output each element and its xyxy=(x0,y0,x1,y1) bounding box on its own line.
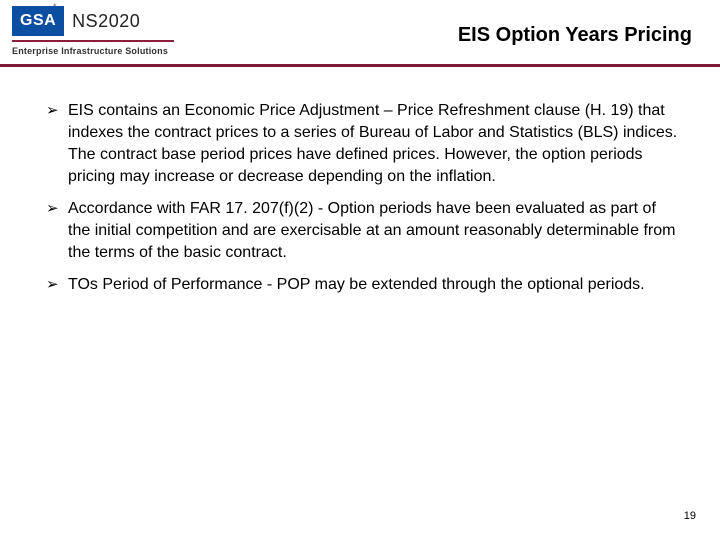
header-rule xyxy=(0,64,720,67)
bullet-arrow-icon: ➢ xyxy=(46,198,68,264)
slide: ★ GSA NS2020 Enterprise Infrastructure S… xyxy=(0,0,720,540)
list-item: ➢ EIS contains an Economic Price Adjustm… xyxy=(46,100,680,188)
content-area: ➢ EIS contains an Economic Price Adjustm… xyxy=(46,100,680,306)
bullet-arrow-icon: ➢ xyxy=(46,274,68,296)
bullet-arrow-icon: ➢ xyxy=(46,100,68,188)
bullet-text: EIS contains an Economic Price Adjustmen… xyxy=(68,100,680,188)
logo-block: GSA NS2020 xyxy=(12,6,140,36)
page-title: EIS Option Years Pricing xyxy=(458,24,692,47)
bullet-text: Accordance with FAR 17. 207(f)(2) - Opti… xyxy=(68,198,680,264)
list-item: ➢ TOs Period of Performance - POP may be… xyxy=(46,274,680,296)
bullet-text: TOs Period of Performance - POP may be e… xyxy=(68,274,645,296)
logo-divider xyxy=(12,40,174,42)
header: GSA NS2020 Enterprise Infrastructure Sol… xyxy=(0,0,720,64)
header-subtitle: Enterprise Infrastructure Solutions xyxy=(12,46,168,56)
brand-text: NS2020 xyxy=(72,11,140,32)
list-item: ➢ Accordance with FAR 17. 207(f)(2) - Op… xyxy=(46,198,680,264)
page-number: 19 xyxy=(684,510,696,522)
gsa-badge: GSA xyxy=(12,6,64,36)
